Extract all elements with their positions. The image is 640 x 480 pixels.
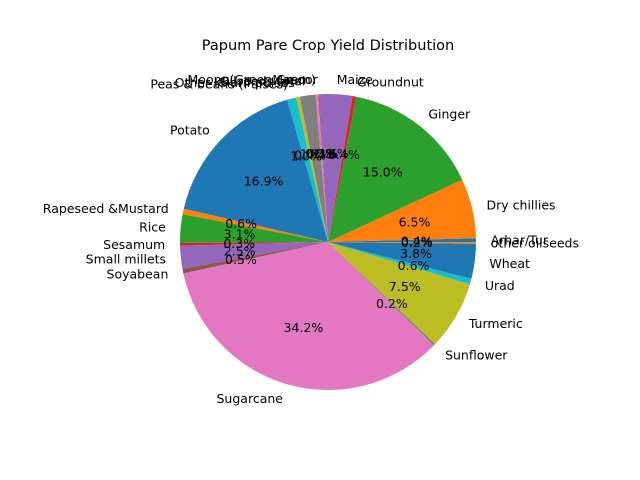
slice-percent-ginger: 15.0% — [363, 165, 403, 180]
slice-percent-urad: 0.6% — [398, 258, 430, 273]
slice-percent-masoor: 0.1% — [307, 146, 339, 161]
slice-label-groundnut: Groundnut — [357, 74, 424, 89]
slice-percent-sunflower: 0.2% — [376, 296, 408, 311]
pie-slice-ginger — [328, 96, 463, 243]
slice-percent-dry-chillies: 6.5% — [399, 214, 431, 229]
pie-slice-masoor — [318, 94, 328, 242]
pie-slice-other-kharif-pulses — [296, 96, 328, 243]
slice-percent-peas-beans-pulses: 1.0% — [290, 148, 322, 163]
slice-label-maize: Maize — [337, 72, 373, 87]
slice-label-turmeric: Turmeric — [468, 316, 523, 331]
pie-slices — [179, 94, 476, 391]
slice-label-oilseeds-total: Oilseeds total — [220, 73, 306, 88]
slice-percent-moong-green-gram: 0.3% — [305, 146, 337, 161]
slice-percent-sesamum: 0.3% — [223, 236, 255, 251]
slice-label-sugarcane: Sugarcane — [217, 391, 284, 406]
slice-percent-arhar-tur: 0.4% — [401, 233, 433, 248]
pie-slice-arhar-tur — [328, 238, 476, 242]
pie-slice-dry-chillies — [328, 179, 476, 242]
slice-percent-small-millets: 2.5% — [224, 244, 256, 259]
slice-label-soyabean: Soyabean — [107, 267, 169, 282]
slice-percent-soyabean: 0.5% — [225, 252, 257, 267]
slice-label-other-oilseeds: other oilseeds — [491, 236, 579, 251]
slice-percent-groundnut: 0.4% — [328, 147, 360, 162]
slice-percent-rice: 3.1% — [224, 226, 256, 241]
pie-slice-small-millets — [180, 242, 328, 269]
slice-label-sesamum: Sesamum — [103, 237, 165, 252]
pie-slice-groundnut — [328, 96, 357, 242]
slice-percent-turmeric: 7.5% — [389, 279, 421, 294]
slice-label-arhar-tur: Arhar/Tur — [491, 232, 549, 247]
pie-slice-other-oilseeds — [328, 242, 476, 244]
pie-slice-wheat — [328, 242, 476, 279]
slice-percent-oilseeds-total: 1.7% — [300, 147, 332, 162]
slice-label-moong-green-gram: Moong(Green Gram) — [188, 72, 316, 87]
percent-labels: 0.4%6.5%15.0%0.4%3.6%0.1%0.3%1.7%0.4%1.0… — [223, 146, 432, 335]
pie-slice-soyabean — [182, 242, 328, 274]
slice-percent-other-kharif-pulses: 0.4% — [294, 148, 326, 163]
pie-slice-sunflower — [328, 242, 436, 346]
slice-label-potato: Potato — [170, 123, 210, 138]
slice-percent-wheat: 3.8% — [400, 246, 432, 261]
slice-label-rice: Rice — [139, 220, 166, 235]
slice-label-masoor: Masoor — [272, 72, 318, 87]
pie-slice-peas-beans-pulses — [287, 97, 328, 242]
category-labels: Arhar/Tur Dry chillies Ginger GroundnutMaiz… — [43, 72, 579, 406]
pie-slice-potato — [183, 99, 328, 243]
slice-label-urad: Urad — [485, 278, 515, 293]
slice-label-sunflower: Sunflower — [445, 348, 508, 363]
slice-label-rapeseed-mustard: Rapeseed &Mustard — [43, 201, 169, 216]
slice-percent-maize: 3.6% — [317, 146, 349, 161]
slice-percent-rapeseed-mustard: 0.6% — [225, 216, 257, 231]
pie-slice-moong-green-gram — [315, 94, 328, 242]
pie-slice-sesamum — [180, 242, 328, 246]
slice-label-small-millets: Small millets — [86, 251, 166, 266]
pie-slice-urad — [328, 242, 472, 285]
slice-label-wheat: Wheat — [489, 256, 530, 271]
slice-percent-other-oilseeds: 0.2% — [401, 235, 433, 250]
pie-slice-turmeric — [328, 242, 470, 345]
slice-label-peas-beans-pulses: Peas & beans (Pulses) — [150, 77, 288, 92]
slice-label-ginger: Ginger — [428, 106, 471, 121]
chart-title: Papum Pare Crop Yield Distribution — [202, 38, 454, 54]
slice-percent-sugarcane: 34.2% — [284, 320, 324, 335]
slice-label-other-kharif-pulses: Other Kharif pulses — [175, 75, 295, 90]
pie-slice-oilseeds-total — [299, 94, 328, 242]
pie-slice-sugarcane — [183, 242, 434, 391]
slice-percent-potato: 16.9% — [244, 173, 284, 188]
pie-slice-rice — [179, 214, 328, 243]
pie-slice-rapeseed-mustard — [182, 208, 328, 242]
slice-label-dry-chillies: Dry chillies — [487, 197, 556, 212]
pie-slice-maize — [319, 94, 353, 242]
